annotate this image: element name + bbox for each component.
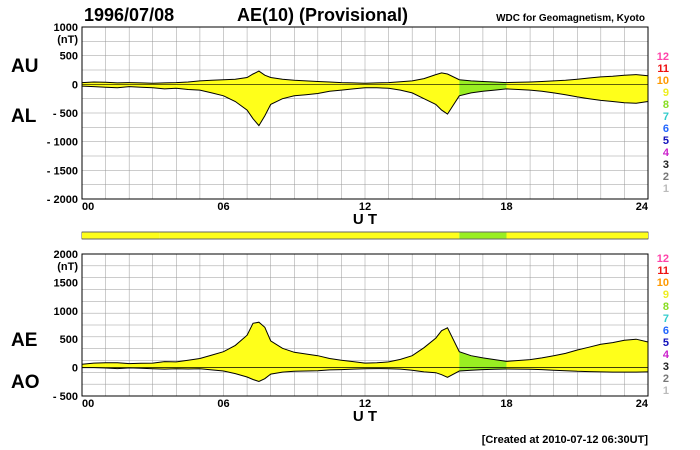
x-tick-label: 00: [82, 201, 94, 213]
activity-level-3: 3: [663, 159, 669, 171]
x-tick-label: 00: [82, 398, 94, 410]
activity-level-1: 1: [663, 385, 669, 397]
activity-area-highlight: [459, 351, 507, 371]
activity-level-9: 9: [663, 289, 669, 301]
lower-index-label: AL: [11, 106, 37, 127]
y-tick-label: - 500: [53, 391, 78, 403]
y-tick-label: 500: [60, 51, 78, 63]
source-label: WDC for Geomagnetism, Kyoto: [496, 13, 645, 24]
unit-label: (nT): [57, 261, 78, 273]
activity-level-2: 2: [663, 373, 669, 385]
activity-level-8: 8: [663, 301, 669, 313]
y-tick-label: 1000: [54, 306, 78, 318]
series-line-au: [81, 70, 649, 84]
x-tick-label: 24: [636, 201, 649, 213]
plot-frame: [81, 253, 649, 397]
au-al-chart: 1000 500 0 - 500 - 1000 - 1500 - 2000 (nT) 00 06 1…: [11, 22, 649, 228]
plot-frame: [81, 26, 649, 200]
x-tick-label: 12: [359, 201, 371, 213]
series-line-ae: [81, 321, 649, 365]
y-tick-label: - 500: [53, 108, 78, 120]
activity-strip-segment: [459, 232, 507, 239]
lower-index-label: AO: [11, 372, 40, 393]
ae-ao-chart: 2000 1500 1000 500 0 - 500 (nT) 00 06 12 18 24 U T AE…: [11, 249, 649, 425]
activity-level-1: 1: [663, 183, 669, 195]
activity-strip-segment: [82, 232, 160, 239]
unit-label: (nT): [57, 34, 78, 46]
activity-level-10: 10: [657, 277, 669, 289]
activity-level-4: 4: [663, 349, 670, 361]
y-tick-label: - 1500: [47, 165, 78, 177]
x-tick-label: 24: [636, 398, 649, 410]
activity-level-7: 7: [663, 111, 669, 123]
x-axis-label: U T: [353, 408, 377, 425]
y-tick-label: 1500: [54, 277, 78, 289]
upper-index-label: AE: [11, 330, 37, 351]
activity-level-6: 6: [663, 325, 669, 337]
x-axis-label: U T: [353, 211, 377, 228]
activity-level-7: 7: [663, 313, 669, 325]
activity-level-11: 11: [657, 265, 669, 277]
activity-level-3: 3: [663, 361, 669, 373]
date-title: 1996/07/08: [84, 5, 174, 25]
activity-level-12: 12: [657, 253, 669, 265]
activity-level-8: 8: [663, 99, 669, 111]
activity-strip-segment: [506, 232, 648, 239]
activity-strip-segment: [159, 232, 460, 239]
y-tick-label: 500: [60, 334, 78, 346]
x-tick-label: 18: [500, 398, 512, 410]
x-tick-label: 06: [217, 398, 229, 410]
x-tick-label: 06: [217, 201, 229, 213]
index-title: AE(10) (Provisional): [237, 5, 408, 25]
y-tick-label: - 1000: [47, 137, 78, 149]
y-tick-label: 0: [72, 363, 78, 375]
series-line-al: [81, 85, 649, 127]
activity-level-11: 11: [657, 63, 669, 75]
activity-strip: [82, 232, 648, 239]
activity-level-5: 5: [663, 337, 669, 349]
activity-level-5: 5: [663, 135, 669, 147]
x-tick-label: 18: [500, 201, 512, 213]
activity-level-9: 9: [663, 87, 669, 99]
series-line-ao: [82, 367, 649, 383]
activity-level-12: 12: [657, 51, 669, 63]
y-tick-label: - 2000: [47, 194, 78, 206]
y-tick-label: 1000: [54, 22, 78, 34]
y-tick-label: 2000: [54, 249, 78, 261]
created-timestamp: [Created at 2010-07-12 06:30UT]: [482, 434, 649, 446]
activity-level-4: 4: [663, 147, 670, 159]
y-tick-label: 0: [72, 79, 78, 91]
activity-area-highlight: [459, 79, 507, 96]
activity-level-10: 10: [657, 75, 669, 87]
activity-level-2: 2: [663, 171, 669, 183]
upper-index-label: AU: [11, 56, 38, 77]
activity-level-6: 6: [663, 123, 669, 135]
x-tick-label: 12: [359, 398, 371, 410]
